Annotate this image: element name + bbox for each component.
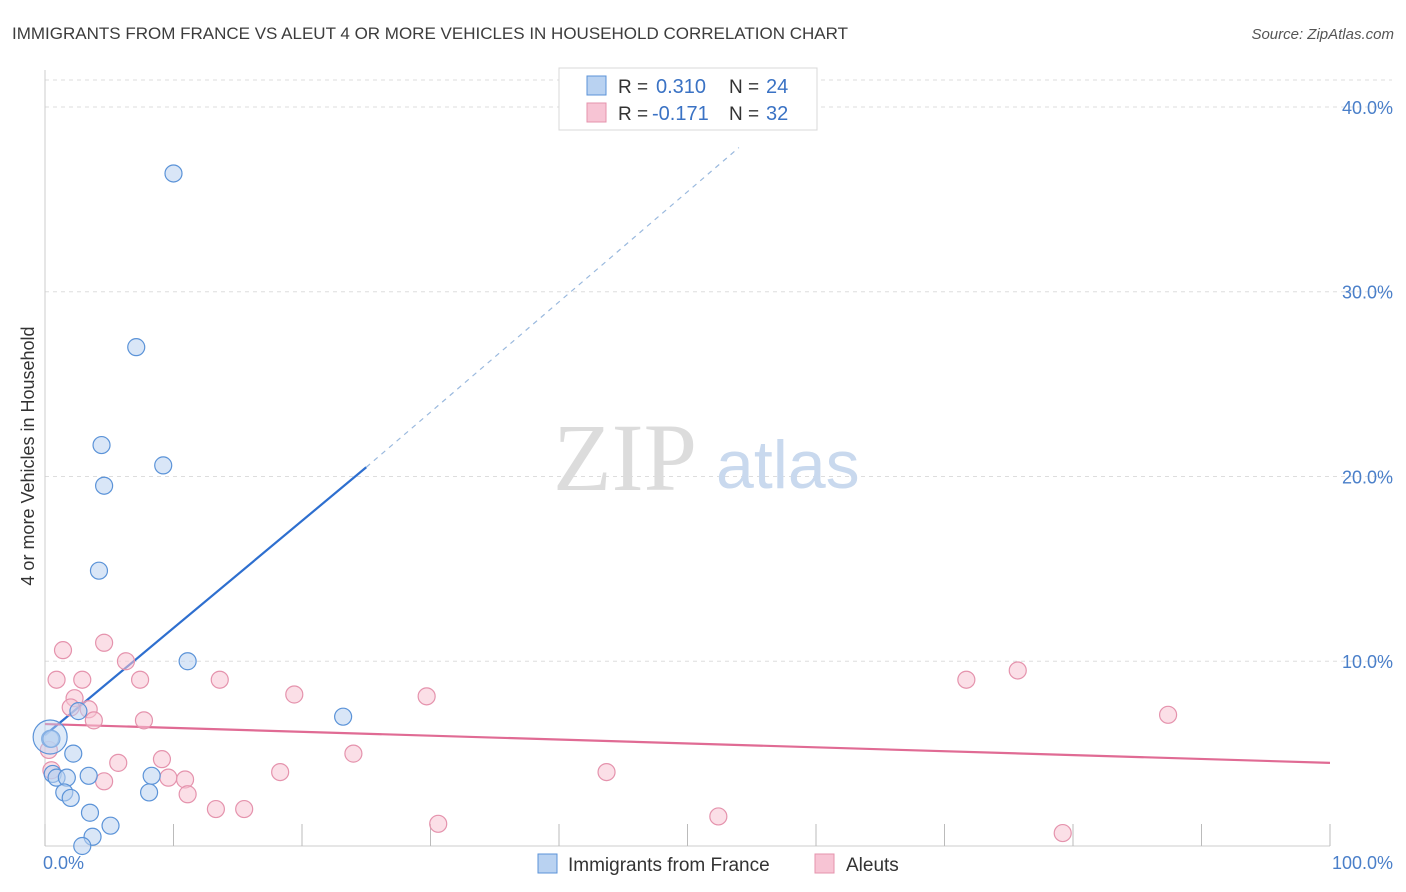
legend-n-label-france: N =	[729, 77, 759, 98]
point-aleuts-15	[134, 711, 154, 730]
gridlines	[45, 79, 1392, 662]
trend-lines	[44, 147, 1331, 764]
point-aleuts-27	[178, 785, 197, 804]
chart-title: IMMIGRANTS FROM FRANCE VS ALEUT 4 OR MOR…	[12, 24, 848, 43]
point-aleuts-31	[709, 807, 728, 826]
point-france-13	[57, 768, 76, 787]
legend-n-value-france: 24	[766, 76, 788, 98]
point-aleuts-0	[53, 641, 73, 660]
point-aleuts-8	[417, 687, 436, 706]
point-france-18	[139, 783, 159, 802]
point-aleuts-5	[130, 670, 150, 689]
point-france-23	[42, 729, 61, 748]
trend-extension-0	[365, 147, 740, 468]
legend-swatch-aleuts	[586, 102, 607, 123]
point-france-8	[334, 707, 353, 726]
legend-swatch-france	[586, 75, 607, 96]
point-aleuts-14	[84, 711, 103, 730]
bottom-legend-swatch-france	[537, 853, 558, 874]
stats-legend: R = 0.310 N = 24 R = -0.171 N = 32	[558, 67, 818, 131]
y-tick-label: 30.0%	[1342, 283, 1393, 303]
point-france-4	[95, 476, 114, 495]
legend-r-label-aleuts: R =	[618, 104, 648, 125]
point-france-7	[69, 702, 88, 721]
y-tick-labels: 10.0% 20.0% 30.0% 40.0%	[1342, 98, 1393, 672]
bottom-legend-label-aleuts: Aleuts	[846, 855, 899, 876]
data-points	[32, 164, 1178, 856]
point-aleuts-32	[1053, 823, 1072, 843]
point-france-0	[164, 164, 183, 183]
point-aleuts-29	[235, 799, 254, 819]
watermark-atlas: atlas	[716, 427, 860, 503]
point-france-14	[79, 766, 98, 785]
point-france-10	[64, 744, 83, 763]
trend-line-1	[44, 722, 1331, 764]
legend-n-label-aleuts: N =	[729, 104, 759, 125]
point-france-5	[89, 561, 109, 580]
point-aleuts-26	[175, 770, 195, 789]
point-aleuts-23	[597, 762, 616, 782]
point-france-20	[101, 816, 120, 835]
point-france-3	[154, 456, 173, 475]
point-france-17	[61, 788, 80, 808]
y-axis-label: 4 or more Vehicles in Household	[18, 326, 38, 585]
y-tick-label: 40.0%	[1342, 98, 1393, 118]
point-aleuts-6	[210, 670, 229, 689]
point-france-6	[178, 652, 197, 671]
point-aleuts-7	[285, 685, 304, 704]
point-aleuts-22	[271, 762, 290, 782]
point-aleuts-3	[47, 670, 66, 689]
watermark-zip: ZIP	[553, 404, 697, 511]
point-aleuts-1	[95, 633, 114, 652]
series-legend: Immigrants from France Aleuts	[537, 853, 899, 876]
watermark: ZIP atlas	[553, 404, 860, 511]
point-aleuts-25	[159, 768, 178, 787]
x-tick-label-max: 100.0%	[1332, 853, 1393, 873]
point-aleuts-28	[206, 799, 226, 819]
point-aleuts-20	[152, 750, 172, 769]
point-aleuts-30	[429, 814, 448, 833]
point-france-22	[73, 836, 92, 856]
y-tick-label: 10.0%	[1342, 652, 1393, 672]
point-france-19	[80, 803, 100, 822]
point-france-1	[127, 338, 146, 357]
point-cluster-origin	[32, 719, 68, 755]
point-aleuts-4	[73, 670, 92, 689]
point-aleuts-9	[957, 670, 976, 689]
x-tick-label-min: 0.0%	[43, 853, 84, 873]
legend-r-label-france: R =	[618, 77, 648, 98]
point-france-15	[142, 766, 161, 785]
point-aleuts-24	[95, 772, 114, 791]
trend-line-0	[44, 466, 367, 736]
bottom-legend-label-france: Immigrants from France	[568, 855, 770, 876]
point-france-2	[92, 435, 111, 455]
point-aleuts-16	[1158, 705, 1178, 724]
point-aleuts-21	[344, 744, 363, 763]
point-aleuts-19	[109, 753, 128, 772]
point-aleuts-2	[116, 652, 136, 671]
legend-r-value-france: 0.310	[656, 76, 706, 98]
point-aleuts-10	[1008, 661, 1027, 680]
y-tick-label: 20.0%	[1342, 467, 1393, 487]
legend-r-value-aleuts: -0.171	[652, 103, 709, 125]
legend-n-value-aleuts: 32	[766, 103, 788, 125]
axes	[44, 70, 1331, 847]
chart-source: Source: ZipAtlas.com	[1251, 26, 1394, 43]
bottom-legend-swatch-aleuts	[814, 853, 835, 874]
